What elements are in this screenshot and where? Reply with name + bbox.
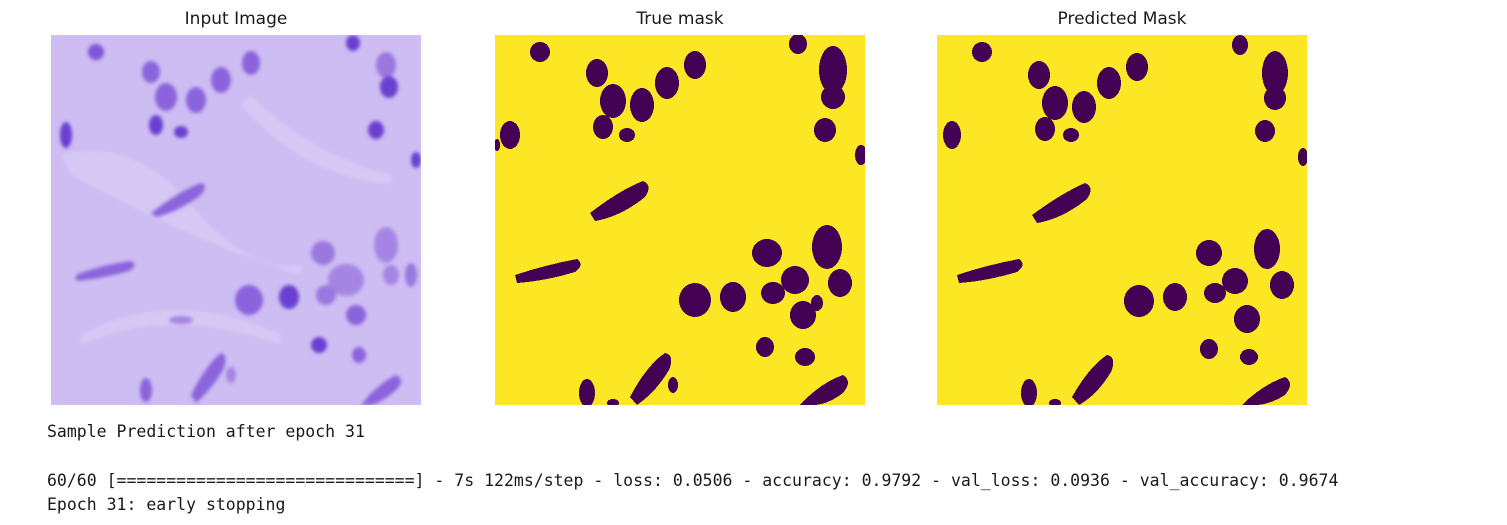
input-image xyxy=(51,35,421,405)
true-mask-image xyxy=(495,35,865,405)
training-progress-text: 60/60 [==============================] -… xyxy=(47,471,1339,490)
early-stopping-text: Epoch 31: early stopping xyxy=(47,495,286,514)
input-image-title: Input Image xyxy=(184,9,288,29)
predicted-mask-title: Predicted Mask xyxy=(1057,9,1187,29)
sample-prediction-text: Sample Prediction after epoch 31 xyxy=(47,422,365,441)
true-mask-title: True mask xyxy=(636,9,724,29)
predicted-mask-image xyxy=(937,35,1307,405)
